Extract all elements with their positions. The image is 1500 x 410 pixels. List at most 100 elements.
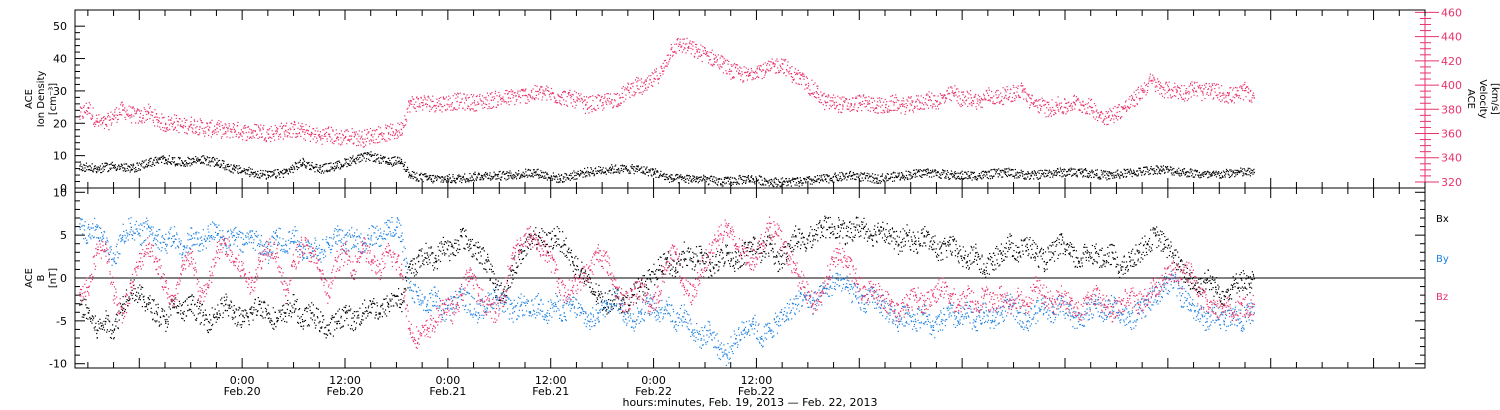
velocity-point (817, 88, 819, 90)
density-point (218, 164, 220, 166)
velocity-point-key (370, 134, 373, 137)
density-point (829, 179, 831, 181)
velocity-point (490, 107, 492, 109)
density-point (1137, 175, 1139, 177)
velocity-point (900, 112, 902, 114)
density-point (601, 169, 603, 171)
density-point (579, 169, 582, 172)
density-point (551, 179, 553, 181)
velocity-point (381, 138, 383, 140)
velocity-point (185, 132, 188, 134)
velocity-point (192, 132, 194, 134)
density-point (132, 163, 134, 165)
density-point (797, 180, 800, 183)
velocity-point (723, 61, 725, 63)
velocity-point (1180, 96, 1182, 98)
velocity-point (1101, 121, 1103, 123)
velocity-point (300, 135, 302, 137)
velocity-point (539, 89, 541, 91)
velocity-point (297, 135, 299, 137)
velocity-point (593, 107, 595, 109)
velocity-point (1029, 107, 1031, 109)
velocity-point (1156, 86, 1158, 88)
velocity-point (630, 88, 632, 90)
velocity-point (394, 138, 396, 140)
density-point (447, 175, 449, 178)
velocity-point (793, 79, 795, 81)
velocity-point (1070, 104, 1072, 106)
velocity-point (823, 93, 825, 95)
velocity-point (1213, 97, 1215, 99)
density-point (385, 161, 387, 163)
velocity-point (1047, 116, 1049, 118)
density-point (385, 162, 387, 164)
density-point (784, 181, 786, 183)
velocity-point (273, 133, 275, 135)
density-point (493, 171, 495, 173)
velocity-point (1007, 89, 1009, 91)
density-point (151, 165, 153, 167)
velocity-point (246, 139, 248, 141)
velocity-point (1053, 114, 1055, 116)
density-point (446, 181, 448, 183)
velocity-point (229, 137, 231, 139)
velocity-point (970, 94, 972, 96)
density-point (521, 176, 523, 178)
velocity-point (1186, 99, 1188, 101)
velocity-point-key (87, 106, 90, 109)
velocity-point (254, 130, 256, 132)
velocity-point (1000, 99, 1002, 101)
velocity-point (293, 120, 295, 123)
density-point (1100, 169, 1102, 171)
density-point (346, 163, 349, 165)
velocity-point (365, 141, 367, 143)
density-point (87, 166, 89, 168)
density-point (456, 177, 458, 179)
density-point (1084, 168, 1087, 170)
density-point (195, 156, 197, 158)
density-point (679, 175, 681, 177)
density-point (832, 181, 834, 183)
density-point (282, 173, 284, 175)
density-point (1186, 171, 1188, 173)
density-point (1188, 175, 1191, 177)
velocity-point (568, 94, 570, 96)
density-point (388, 163, 390, 165)
density-point (771, 180, 773, 182)
velocity-point (1215, 84, 1217, 86)
density-point (977, 175, 979, 177)
density-point (704, 176, 706, 178)
velocity-point (913, 107, 915, 110)
density-point (1131, 175, 1133, 178)
velocity-point (687, 47, 689, 49)
velocity-point (932, 105, 934, 107)
density-point (85, 165, 87, 167)
velocity-point-key (636, 85, 638, 87)
velocity-point (854, 103, 856, 105)
velocity-point (976, 98, 978, 100)
density-point (342, 165, 344, 167)
density-point (278, 174, 280, 176)
velocity-point (621, 87, 623, 89)
velocity-point (631, 83, 633, 85)
velocity-point (529, 94, 531, 96)
density-point (496, 174, 498, 176)
density-point (194, 161, 196, 163)
velocity-point (877, 101, 879, 103)
velocity-point (1196, 95, 1198, 97)
velocity-point (281, 127, 283, 129)
density-point (652, 174, 655, 176)
density-point (750, 176, 752, 178)
velocity-point (725, 59, 727, 61)
velocity-point (530, 96, 532, 99)
velocity-point (929, 96, 931, 98)
velocity-point (825, 95, 827, 98)
density-point (167, 160, 169, 162)
velocity-point (468, 96, 470, 98)
density-point (965, 177, 967, 179)
velocity-point (433, 104, 435, 106)
density-point (609, 166, 611, 168)
velocity-point (785, 69, 788, 71)
velocity-point (243, 132, 245, 134)
velocity-point (832, 100, 834, 102)
